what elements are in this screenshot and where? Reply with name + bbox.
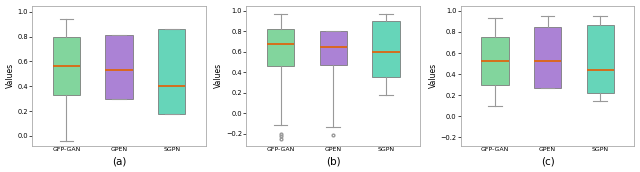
- PathPatch shape: [372, 21, 399, 77]
- PathPatch shape: [267, 29, 294, 66]
- PathPatch shape: [319, 31, 347, 65]
- X-axis label: (a): (a): [112, 157, 126, 166]
- X-axis label: (c): (c): [541, 157, 554, 166]
- PathPatch shape: [158, 29, 186, 114]
- PathPatch shape: [534, 27, 561, 88]
- PathPatch shape: [52, 37, 80, 95]
- Y-axis label: Values: Values: [214, 63, 223, 88]
- PathPatch shape: [106, 35, 132, 99]
- PathPatch shape: [481, 37, 509, 85]
- PathPatch shape: [586, 25, 614, 93]
- Y-axis label: Values: Values: [429, 63, 438, 88]
- X-axis label: (b): (b): [326, 157, 340, 166]
- Y-axis label: Values: Values: [6, 63, 15, 88]
